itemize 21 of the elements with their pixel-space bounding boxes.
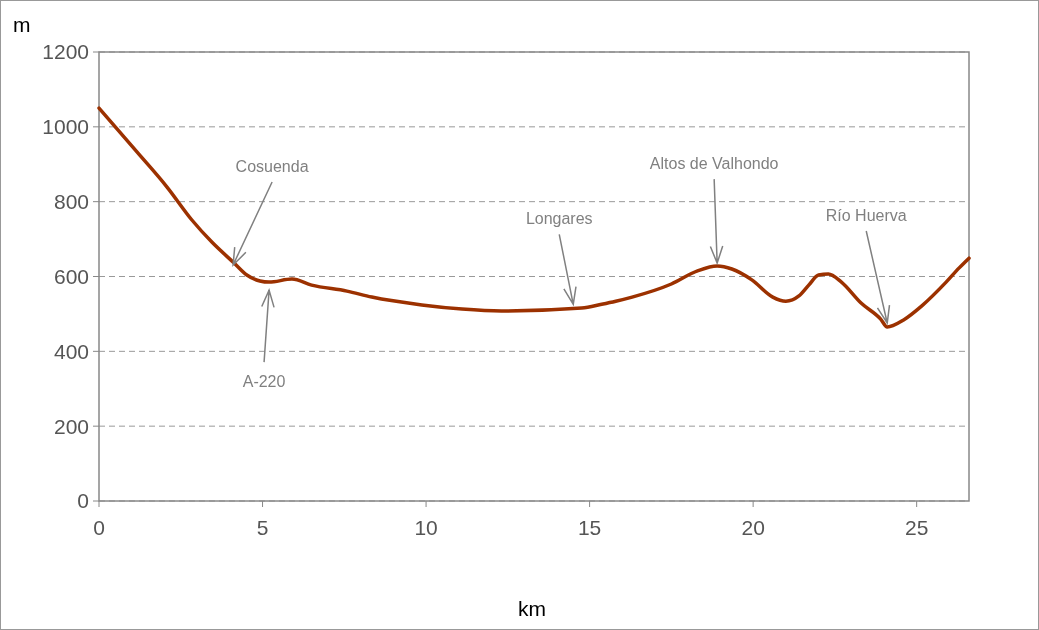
y-axis-title: m xyxy=(13,13,31,36)
y-tick-label: 0 xyxy=(77,489,89,513)
line-series xyxy=(97,106,971,329)
y-tick-label: 800 xyxy=(53,190,89,214)
x-tick-label: 10 xyxy=(414,516,438,539)
x-tick-label: 15 xyxy=(577,516,602,539)
annotation: Longares xyxy=(525,210,593,228)
annotation: Río Huerva xyxy=(825,207,907,225)
x-axis-title: km xyxy=(518,597,546,620)
y-tick-label: 600 xyxy=(53,264,89,288)
x-tick-label: 5 xyxy=(256,516,269,539)
annotation: A-220 xyxy=(242,372,286,390)
y-tick-label: 1000 xyxy=(42,115,89,139)
annotation: Altos de Valhondo xyxy=(649,155,779,173)
x-tick-label: 25 xyxy=(904,516,929,539)
y-tick-label: 1200 xyxy=(42,40,89,64)
x-tick-label: 20 xyxy=(741,516,765,539)
y-tick-label: 400 xyxy=(53,339,89,363)
y-tick-label: 200 xyxy=(53,414,89,438)
x-tick-label: 0 xyxy=(93,516,105,539)
annotation: Cosuenda xyxy=(235,158,309,176)
